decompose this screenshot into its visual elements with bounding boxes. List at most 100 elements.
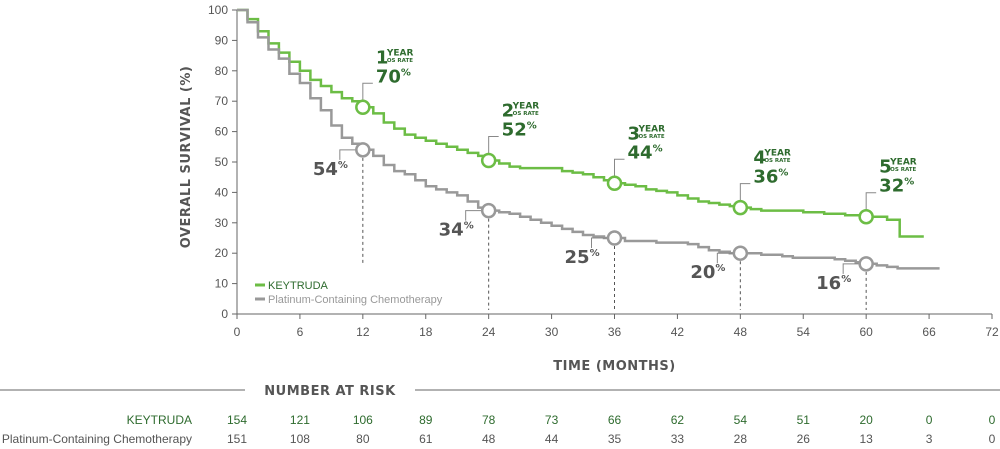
y-tick-label: 0 <box>221 307 228 321</box>
x-tick-label: 6 <box>297 325 304 339</box>
year-word: YEAR <box>763 149 791 159</box>
risk-value: 61 <box>419 432 433 446</box>
chemo-leader-line <box>842 263 860 274</box>
x-tick-label: 12 <box>356 325 370 339</box>
x-tick-label: 60 <box>859 325 873 339</box>
risk-value: 28 <box>734 432 748 446</box>
risk-value: 78 <box>482 413 496 427</box>
risk-value: 89 <box>419 413 433 427</box>
year-word: YEAR <box>638 124 666 134</box>
year-os-rate-value: 70% <box>376 66 411 87</box>
year-number: 5 <box>879 157 892 178</box>
os-rate-label: OS RATE <box>764 158 790 164</box>
year-word: YEAR <box>512 101 540 111</box>
chemo-rate-label: 34% <box>439 220 474 241</box>
year-number: 1 <box>376 47 389 68</box>
keytruda-marker <box>858 208 874 225</box>
risk-value: 3 <box>926 432 933 446</box>
x-axis-title: TIME (MONTHS) <box>553 359 675 374</box>
keytruda-marker <box>606 175 623 192</box>
keytruda-leader-line <box>739 183 751 201</box>
x-tick-label: 24 <box>482 325 496 339</box>
chemo-leader-line <box>339 149 356 160</box>
risk-value: 44 <box>545 432 559 446</box>
chemo-rate-label: 25% <box>565 247 600 268</box>
y-tick-label: 60 <box>215 125 229 139</box>
risk-value: 73 <box>545 413 559 427</box>
risk-value: 35 <box>608 432 622 446</box>
y-tick-label: 40 <box>215 185 229 199</box>
y-tick-label: 80 <box>215 64 229 78</box>
x-tick-label: 66 <box>922 325 936 339</box>
legend-label: Platinum-Containing Chemotherapy <box>268 294 443 306</box>
y-tick-label: 90 <box>215 33 229 47</box>
chemo-rate-label: 20% <box>690 262 725 283</box>
y-tick-label: 30 <box>215 216 229 230</box>
risk-value: 80 <box>356 432 370 446</box>
x-tick-label: 48 <box>734 325 748 339</box>
risk-row-label: Platinum-Containing Chemotherapy <box>2 432 192 446</box>
y-tick-label: 50 <box>215 155 229 169</box>
risk-table-title: NUMBER AT RISK <box>264 384 396 399</box>
risk-value: 106 <box>353 413 373 427</box>
risk-value: 54 <box>734 413 748 427</box>
x-tick-label: 0 <box>234 325 241 339</box>
chemo-leader-line <box>591 237 608 248</box>
risk-row-label: KEYTRUDA <box>127 413 192 427</box>
risk-value: 0 <box>989 413 996 427</box>
year-word: YEAR <box>889 158 917 168</box>
year-os-rate-value: 32% <box>879 176 914 197</box>
risk-value: 26 <box>797 432 811 446</box>
year-os-rate-value: 52% <box>502 119 537 140</box>
year-word: YEAR <box>386 48 414 58</box>
keytruda-leader-line <box>614 158 625 177</box>
number-at-risk-table: NUMBER AT RISK KEYTRUDA 154 121 106 89 78 73 66 6… <box>0 384 1000 446</box>
x-tick-label: 18 <box>419 325 433 339</box>
risk-value: 51 <box>797 413 811 427</box>
x-tick-label: 42 <box>671 325 685 339</box>
keytruda-marker <box>732 199 749 216</box>
risk-value: 151 <box>227 432 247 446</box>
chemo-marker <box>480 202 497 219</box>
risk-value: 33 <box>671 432 685 446</box>
year-os-rate-value: 44% <box>628 142 663 163</box>
series-line-chemotherapy <box>237 8 940 270</box>
chemo-marker <box>606 230 623 246</box>
x-tick-label: 54 <box>797 325 811 339</box>
axes: 0 6 12 18 24 30 36 42 48 54 60 66 720102030405060708… <box>179 3 999 374</box>
risk-value: 121 <box>290 413 310 427</box>
year-number: 2 <box>502 100 515 121</box>
chemo-marker <box>355 142 371 158</box>
keytruda-marker <box>480 152 497 169</box>
year-os-rate-value: 36% <box>753 167 788 188</box>
y-tick-label: 70 <box>215 94 229 108</box>
risk-value: 13 <box>859 432 873 446</box>
series-line-keytruda <box>237 8 924 238</box>
x-tick-label: 30 <box>545 325 559 339</box>
chemo-rate-label: 54% <box>313 159 348 180</box>
risk-value: 20 <box>859 413 873 427</box>
risk-value: 62 <box>671 413 685 427</box>
legend: KEYTRUDA Platinum-Containing Chemotherapy <box>255 280 443 306</box>
x-tick-label: 72 <box>985 325 999 339</box>
keytruda-leader-line <box>362 82 373 101</box>
x-tick-label: 36 <box>608 325 622 339</box>
year-number: 4 <box>753 148 766 169</box>
legend-label: KEYTRUDA <box>268 280 329 292</box>
keytruda-leader-line <box>488 135 499 154</box>
chemo-marker <box>732 245 749 261</box>
chemo-marker <box>858 256 874 272</box>
os-rate-label: OS RATE <box>387 58 413 64</box>
chemo-leader-line <box>716 252 734 264</box>
survival-curves <box>237 8 940 270</box>
keytruda-leader-line <box>865 192 877 210</box>
y-tick-label: 10 <box>215 277 229 291</box>
os-rate-label: OS RATE <box>513 111 539 117</box>
